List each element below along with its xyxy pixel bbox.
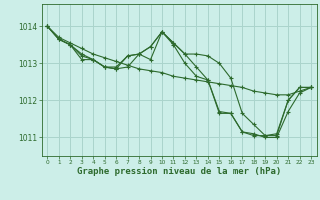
X-axis label: Graphe pression niveau de la mer (hPa): Graphe pression niveau de la mer (hPa) [77,167,281,176]
